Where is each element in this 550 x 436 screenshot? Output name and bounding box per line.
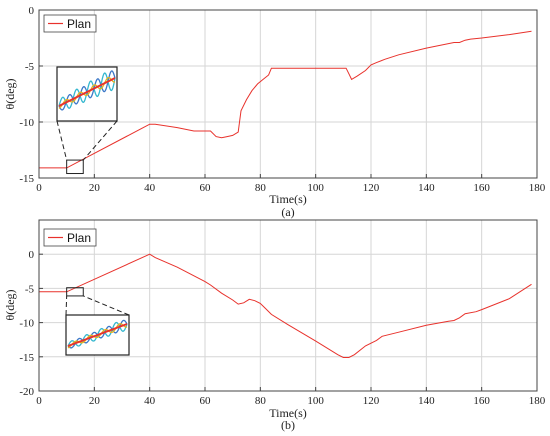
panel-b-xtick-label-40: 40 <box>144 395 156 407</box>
panel-b-x-axis-label: Time(s) <box>269 406 307 420</box>
panel-a-xtick-label-140: 140 <box>418 182 435 194</box>
panel-b-series <box>39 253 532 358</box>
panel-b-xtick-label-160: 160 <box>473 395 490 407</box>
panel-a-legend: Plan <box>43 14 97 33</box>
panel-b-xtick-label-180: 180 <box>529 395 546 407</box>
panel-b-ytick-label--5: -5 <box>25 283 35 295</box>
panel-b-inset-plan-line <box>67 323 128 347</box>
panel-b-ticks: 0 20 40 60 80 100 120 140 160 180 0 -5 -10 -15 -20 <box>19 249 545 407</box>
panel-b-inset-leader-1 <box>65 295 68 316</box>
panel-b-panel-label: (b) <box>281 418 295 432</box>
panel-b-inset-leader-2 <box>83 295 130 316</box>
panel-b-xtick-label-20: 20 <box>89 395 101 407</box>
panel-a-ytick-label--10: -10 <box>19 117 34 129</box>
panel-a-xtick-label-160: 160 <box>473 182 490 194</box>
panel-b-grid <box>39 220 537 391</box>
panel-a-inset-oscillation-yellow <box>58 76 116 109</box>
panel-b-ytick-label--10: -10 <box>19 318 34 330</box>
panel-a-xtick-label-40: 40 <box>144 182 156 194</box>
panel-b-xtick-label-80: 80 <box>255 395 267 407</box>
panel-b-xtick-label-0: 0 <box>36 395 42 407</box>
panel-b-legend: Plan <box>43 228 97 247</box>
panel-b-ytick-label-0: 0 <box>29 249 35 261</box>
panel-a-grid <box>39 10 537 178</box>
panel-a-ytick-label--5: -5 <box>25 61 35 73</box>
panel-a-y-axis-label: θ(deg) <box>3 78 17 109</box>
panel-a-ticks: 0 20 40 60 80 100 120 140 160 180 0 -5 -10 -15 <box>19 5 545 194</box>
panel-b-y-axis-label: θ(deg) <box>3 289 17 320</box>
panel-a-xtick-label-180: 180 <box>529 182 546 194</box>
panel-a: 0 20 40 60 80 100 120 140 160 180 0 -5 -10 -15 Plan T… <box>3 5 546 219</box>
panel-a-xtick-label-0: 0 <box>36 182 42 194</box>
panel-a-panel-label: (a) <box>281 205 294 219</box>
panel-a-xtick-label-120: 120 <box>363 182 380 194</box>
panel-a-ytick-label-0: 0 <box>29 5 35 17</box>
panel-b-zoom-box <box>66 287 84 297</box>
panel-b-legend-label: Plan <box>67 231 91 245</box>
panel-b-xtick-label-140: 140 <box>418 395 435 407</box>
panel-b-xtick-label-60: 60 <box>200 395 212 407</box>
panel-b-inset <box>65 314 130 356</box>
panel-b: 0 20 40 60 80 100 120 140 160 180 0 -5 -10 -15 -20 Pla… <box>3 219 546 432</box>
panel-b-xtick-label-100: 100 <box>307 395 324 407</box>
panel-a-inset-leader-2 <box>82 120 118 161</box>
panel-a-x-axis-label: Time(s) <box>269 192 307 206</box>
panel-a-inset-plan-line <box>58 77 116 107</box>
panel-b-series-line-0 <box>39 253 532 358</box>
panel-a-inset-leader-1 <box>56 120 68 161</box>
panel-a-xtick-label-60: 60 <box>200 182 212 194</box>
panel-a-legend-box <box>43 14 97 33</box>
panel-a-ytick-label--15: -15 <box>19 173 34 185</box>
panel-b-ytick-label--15: -15 <box>19 352 34 364</box>
panel-b-legend-box <box>43 228 97 247</box>
panel-a-zoom-box <box>66 159 84 175</box>
panel-b-ytick-label--20: -20 <box>19 386 34 398</box>
panel-a-xtick-label-100: 100 <box>307 182 324 194</box>
panel-b-xtick-label-120: 120 <box>363 395 380 407</box>
panel-a-legend-label: Plan <box>67 17 91 31</box>
panel-a-inset <box>56 66 118 122</box>
panel-a-xtick-label-20: 20 <box>89 182 101 194</box>
panel-a-series-line-0 <box>39 30 532 169</box>
panel-a-axes-box <box>38 9 538 179</box>
panel-a-xtick-label-80: 80 <box>255 182 267 194</box>
panel-a-series <box>39 30 532 169</box>
panel-b-axes-box <box>38 219 538 392</box>
